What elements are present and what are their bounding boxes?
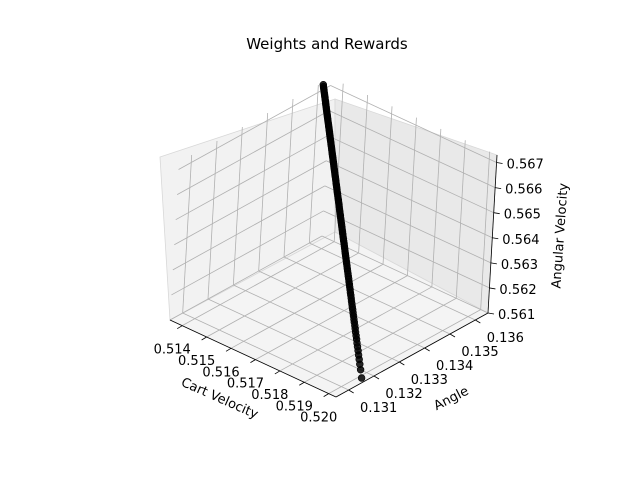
x-gridline-back <box>382 106 393 265</box>
y-tick-mark <box>424 347 430 352</box>
y-tick-label: 0.134 <box>436 359 473 374</box>
y-gridline-floor <box>309 242 476 321</box>
z-axis-line <box>487 154 498 314</box>
z-tick-label: 0.566 <box>505 183 542 198</box>
data-point <box>357 374 366 382</box>
z-tick-label: 0.562 <box>499 283 536 298</box>
y-gridline-floor <box>258 270 425 349</box>
y-tick-label: 0.132 <box>385 387 422 402</box>
z-gridline-side <box>171 210 324 296</box>
x-tick-label: 0.517 <box>227 377 264 392</box>
z-gridline-side <box>169 235 323 321</box>
y-gridline-side <box>308 84 319 244</box>
z-tick-label: 0.563 <box>501 258 538 273</box>
y-tick-label: 0.136 <box>487 331 524 346</box>
y-gridline-side <box>258 112 269 272</box>
x-tick-label: 0.519 <box>276 399 313 414</box>
z-gridline-back <box>323 210 490 289</box>
z-tick-mark <box>495 187 502 189</box>
z-gridline-side <box>178 85 331 170</box>
data-point <box>319 80 327 89</box>
z-gridline-side <box>175 135 328 221</box>
grid-lines <box>169 83 497 394</box>
z-tick-mark <box>487 312 495 315</box>
x-gridline-back <box>358 94 369 254</box>
y-axis-line <box>335 312 489 398</box>
data-points <box>319 80 366 382</box>
x-gridline-floor <box>255 275 408 360</box>
x-tick-mark <box>274 370 281 375</box>
z-tick-mark <box>493 212 500 215</box>
z-tick-mark <box>496 162 503 164</box>
x-gridline-back <box>455 140 466 299</box>
x-gridline-floor <box>304 297 457 383</box>
z-gridline-back <box>324 185 492 264</box>
x-gridline-back <box>407 117 417 276</box>
z-gridline-back <box>330 85 497 163</box>
y-tick-mark <box>475 319 481 324</box>
z-gridline-back <box>321 235 489 314</box>
y-tick-label: 0.131 <box>360 401 397 416</box>
x-gridline-floor <box>328 309 481 394</box>
z-tick-label: 0.561 <box>498 308 535 323</box>
z-tick-mark <box>489 287 496 290</box>
z-gridline-side <box>174 160 327 246</box>
y-gridline-side <box>283 98 294 258</box>
z-gridline-back <box>328 110 496 188</box>
x-gridline-back <box>333 83 344 242</box>
axes-panes <box>159 98 498 398</box>
z-tick-mark <box>492 237 499 240</box>
y-gridline-floor <box>233 284 400 363</box>
x-gridline-floor <box>230 263 384 349</box>
y-gridline-side <box>207 140 218 300</box>
x-tick-label: 0.515 <box>178 354 215 369</box>
x-tick-mark <box>323 393 329 397</box>
y-tick-mark <box>348 389 354 394</box>
chart-title: Weights and Rewards <box>246 35 408 53</box>
y-tick-mark <box>399 361 405 366</box>
x-tick-label: 0.518 <box>251 388 288 403</box>
y-axis-label: Angle <box>432 384 472 414</box>
y-gridline-floor <box>283 256 451 335</box>
x-tick-label: 0.520 <box>300 411 337 426</box>
y-gridline-side <box>182 154 193 314</box>
x-tick-mark <box>250 359 256 363</box>
x-tick-label: 0.514 <box>154 343 191 358</box>
y-tick-mark <box>449 333 456 338</box>
z-gridline-side <box>172 185 326 271</box>
y-tick-label: 0.133 <box>411 373 448 388</box>
x-axis-line <box>169 319 337 398</box>
y-gridline-side <box>232 126 243 286</box>
x-tick-mark <box>225 347 232 352</box>
z-tick-mark <box>490 262 497 265</box>
x-gridline-floor <box>206 252 359 338</box>
z-tick-label: 0.565 <box>504 208 541 223</box>
x-tick-label: 0.516 <box>202 365 239 380</box>
x-gridline-back <box>431 128 442 287</box>
x-gridline-floor <box>182 241 335 327</box>
z-tick-label: 0.564 <box>502 233 539 248</box>
y-gridline-floor <box>182 312 349 391</box>
z-gridline-side <box>176 110 330 195</box>
x-gridline-back <box>480 151 491 310</box>
x-tick-mark <box>299 381 305 386</box>
x-tick-mark <box>177 325 183 330</box>
axis-lines <box>169 154 498 398</box>
z-gridline-back <box>326 160 493 239</box>
x-tick-mark <box>201 336 207 341</box>
z-tick-label: 0.567 <box>507 158 544 173</box>
y-gridline-floor <box>207 298 375 377</box>
y-tick-mark <box>373 375 380 380</box>
z-gridline-back <box>327 135 494 214</box>
z-axis-label: Angular Velocity <box>549 182 571 289</box>
y-tick-label: 0.135 <box>461 345 498 360</box>
